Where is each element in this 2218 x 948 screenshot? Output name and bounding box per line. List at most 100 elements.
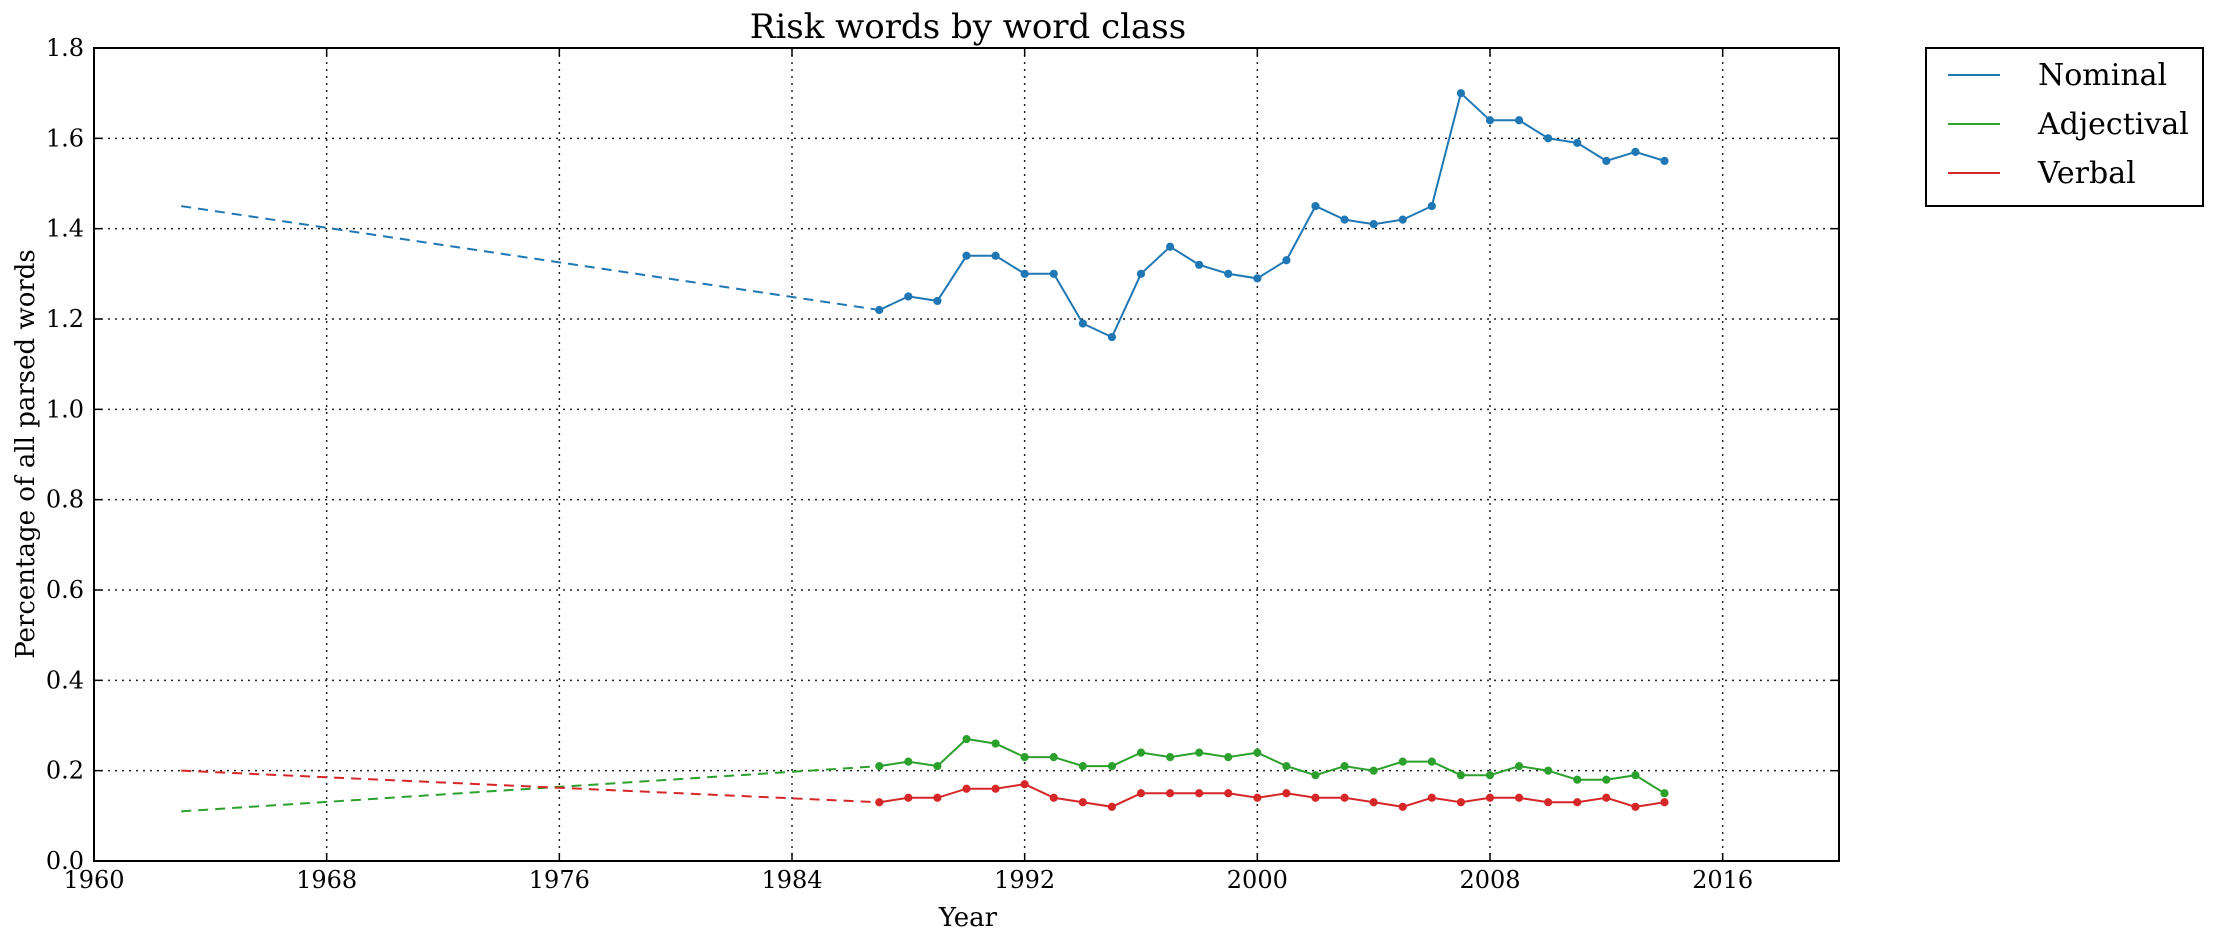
series-nominal: [181, 89, 1669, 342]
series-verbal-point: [875, 798, 884, 807]
series-verbal-point: [1311, 793, 1320, 802]
x-axis-label: Year: [938, 903, 998, 933]
series-nominal-point: [1398, 215, 1407, 224]
series-adjectival-point: [1195, 748, 1204, 757]
series-nominal-point: [1573, 138, 1582, 147]
series-verbal-point: [1107, 802, 1117, 811]
series-verbal-point: [1020, 780, 1029, 789]
series-verbal-point: [1253, 793, 1262, 802]
series-verbal-point: [1340, 793, 1349, 802]
series-verbal-point: [1049, 793, 1058, 802]
series-adjectival-point: [1049, 753, 1058, 762]
series-verbal-point: [1485, 793, 1495, 802]
series-adjectival-point: [904, 757, 913, 766]
series-layer: [181, 89, 1669, 813]
series-nominal-point: [1631, 147, 1640, 156]
x-tick-label: 2000: [1227, 866, 1288, 894]
series-verbal-point: [1165, 789, 1175, 798]
series-verbal: [181, 769, 1669, 811]
series-nominal-point: [1049, 269, 1058, 278]
tick-layer: 1960 1968 1976 1984 1992 2000 2008 2016 0.0 0.2 0.…: [46, 34, 1839, 894]
series-nominal-point: [1456, 89, 1466, 98]
series-adjectival-line: [879, 737, 1666, 795]
series-nominal-point: [1602, 156, 1611, 166]
y-tick-label: 1.6: [46, 124, 84, 152]
series-verbal-point: [1224, 789, 1233, 798]
y-tick-label: 1.8: [46, 34, 84, 62]
series-nominal-dashed-segment: [181, 205, 880, 311]
series-adjectival-point: [1311, 771, 1320, 780]
series-adjectival-point: [1573, 775, 1582, 784]
x-tick-label: 1976: [529, 866, 590, 894]
series-nominal-point: [1282, 256, 1291, 265]
legend-label-verbal: Verbal: [2037, 156, 2136, 191]
legend: Nominal Adjectival Verbal: [1925, 47, 2204, 207]
series-adjectival-point: [1224, 753, 1233, 762]
y-tick-label: 0.0: [46, 847, 84, 875]
y-tick-label: 1.0: [46, 395, 84, 423]
series-nominal-line: [878, 91, 1665, 339]
y-tick-label: 1.4: [46, 215, 84, 243]
series-adjectival-point: [1078, 762, 1087, 771]
series-verbal-point: [1544, 798, 1553, 807]
y-tick-label: 0.4: [46, 666, 84, 694]
series-nominal-point: [991, 251, 1000, 260]
series-nominal-point: [1311, 201, 1320, 211]
series-verbal-point: [1514, 793, 1524, 802]
x-tick-label: 1984: [761, 866, 822, 894]
series-nominal-point: [1020, 269, 1029, 278]
x-tick-label: 2016: [1692, 866, 1753, 894]
series-nominal-point: [875, 305, 884, 315]
x-tick-label: 1960: [63, 866, 124, 894]
series-verbal-point: [1660, 798, 1669, 807]
series-adjectival-point: [1398, 757, 1407, 766]
series-nominal-point: [1660, 156, 1669, 166]
series-adjectival-point: [1369, 766, 1378, 775]
series-verbal-line: [879, 783, 1665, 808]
series-adjectival-dashed-segment: [181, 765, 880, 813]
series-verbal-point: [1631, 802, 1640, 811]
series-verbal-point: [1282, 789, 1291, 798]
series-nominal-point: [1165, 242, 1175, 251]
series-nominal-point: [1544, 134, 1553, 143]
series-nominal-point: [904, 292, 913, 301]
series-nominal-point: [1369, 220, 1378, 229]
series-nominal-point: [1253, 274, 1262, 283]
series-adjectival-point: [962, 734, 971, 744]
series-nominal-point: [1136, 269, 1146, 278]
series-nominal-point: [1485, 116, 1495, 125]
series-adjectival-point: [1020, 753, 1029, 762]
x-tick-label: 2008: [1459, 866, 1520, 894]
series-adjectival-point: [1282, 762, 1291, 771]
legend-label-adjectival: Adjectival: [2037, 107, 2189, 142]
series-nominal-point: [1078, 319, 1087, 328]
series-adjectival-point: [991, 739, 1000, 748]
series-nominal-point: [1107, 332, 1117, 342]
y-tick-label: 0.6: [46, 576, 84, 604]
chart-title: Risk words by word class: [750, 7, 1186, 47]
x-tick-label: 1968: [296, 866, 357, 894]
series-nominal-point: [1224, 269, 1233, 278]
series-verbal-point: [1456, 798, 1466, 807]
series-adjectival-point: [1107, 762, 1117, 771]
y-axis-label: Percentage of all parsed words: [11, 249, 41, 659]
series-adjectival-point: [933, 762, 942, 771]
series-verbal-point: [1398, 802, 1407, 811]
series-adjectival-point: [1253, 748, 1262, 757]
series-nominal-point: [1195, 260, 1204, 269]
series-adjectival-point: [1631, 771, 1640, 780]
series-adjectival-point: [1136, 748, 1146, 757]
x-tick-label: 1992: [994, 866, 1055, 894]
series-adjectival-point: [875, 762, 884, 771]
series-verbal-dashed-segment: [181, 769, 880, 804]
series-nominal-point: [962, 251, 971, 260]
series-verbal-point: [933, 793, 942, 802]
series-adjectival-point: [1340, 762, 1349, 771]
y-tick-label: 0.8: [46, 486, 84, 514]
series-verbal-point: [1195, 789, 1204, 798]
series-adjectival: [181, 734, 1669, 813]
series-verbal-point: [1136, 789, 1146, 798]
series-adjectival-point: [1485, 771, 1495, 780]
